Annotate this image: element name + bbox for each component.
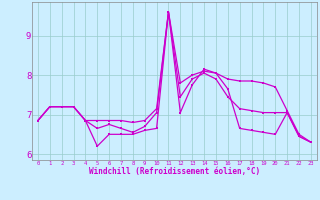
X-axis label: Windchill (Refroidissement éolien,°C): Windchill (Refroidissement éolien,°C) <box>89 167 260 176</box>
